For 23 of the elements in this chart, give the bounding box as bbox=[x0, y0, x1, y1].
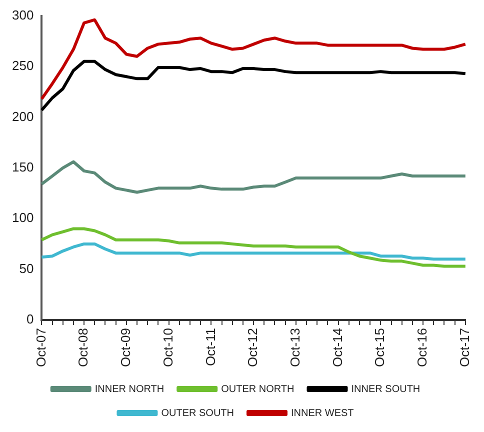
x-tick-label: Oct-07 bbox=[33, 328, 48, 368]
x-tick-label: Oct-14 bbox=[330, 328, 345, 368]
x-tick-label: Oct-08 bbox=[76, 328, 91, 368]
x-tick-label: Oct-13 bbox=[287, 328, 302, 368]
x-tick-label: Oct-09 bbox=[118, 328, 134, 368]
x-tick-label: Oct-17 bbox=[456, 328, 472, 368]
y-tick-label: 300 bbox=[12, 7, 34, 22]
legend-label: INNER NORTH bbox=[94, 384, 164, 395]
y-tick-label: 250 bbox=[12, 58, 34, 74]
y-tick-label: 100 bbox=[12, 210, 34, 226]
x-tick-label: Oct-16 bbox=[414, 328, 430, 368]
y-tick-label: 0 bbox=[26, 312, 34, 327]
legend-label: OUTER NORTH bbox=[221, 384, 294, 395]
legend-label: INNER SOUTH bbox=[351, 384, 420, 395]
x-tick-label: Oct-10 bbox=[160, 328, 176, 368]
legend-label: OUTER SOUTH bbox=[161, 408, 234, 419]
x-tick-label: Oct-12 bbox=[245, 328, 260, 368]
x-tick-label: Oct-11 bbox=[202, 328, 218, 366]
y-tick-label: 200 bbox=[12, 108, 34, 124]
y-tick-label: 50 bbox=[19, 260, 34, 276]
y-tick-label: 150 bbox=[12, 159, 34, 174]
x-tick-label: Oct-15 bbox=[372, 328, 388, 368]
legend-label: INNER WEST bbox=[291, 408, 354, 419]
